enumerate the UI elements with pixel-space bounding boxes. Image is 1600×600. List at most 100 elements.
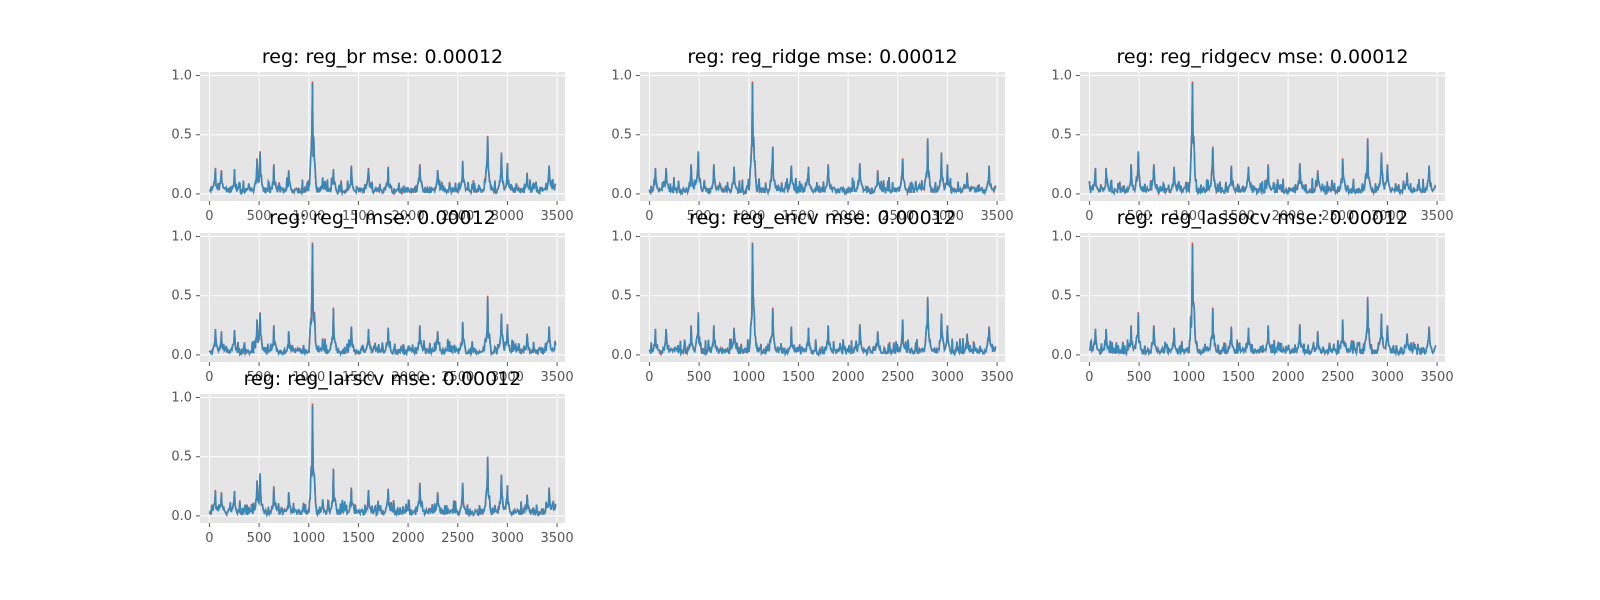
- x-tick-label: 500: [1127, 209, 1152, 224]
- x-tick-label: 3000: [491, 531, 524, 546]
- y-tick-label: 0.0: [171, 509, 192, 524]
- plot-area: [200, 394, 565, 523]
- x-tick-label: 1000: [292, 209, 325, 224]
- y-tick-label: 0.5: [171, 289, 192, 304]
- plot-area: [1080, 72, 1445, 201]
- x-tick-label: 1000: [292, 531, 325, 546]
- x-tick-label: 1500: [342, 209, 375, 224]
- x-tick-label: 0: [205, 370, 213, 385]
- subplot-4: 0.0 0.5 1.0 0 500 1000 1500 2000 2500 3000 3500 reg…: [171, 207, 573, 385]
- x-tick-label: 3000: [491, 370, 524, 385]
- y-tick-label: 0.0: [171, 348, 192, 363]
- x-tick-label: 3500: [981, 370, 1014, 385]
- x-tick-label: 3500: [981, 209, 1014, 224]
- y-tick-label: 0.0: [171, 187, 192, 202]
- x-tick-label: 1000: [1172, 209, 1205, 224]
- x-tick-label: 3000: [931, 209, 964, 224]
- x-tick-label: 500: [247, 370, 272, 385]
- y-tick-label: 1.0: [171, 69, 192, 84]
- x-tick-label: 3500: [1421, 370, 1454, 385]
- x-tick-label: 3500: [541, 531, 574, 546]
- x-tick-label: 500: [247, 531, 272, 546]
- x-tick-label: 2000: [832, 370, 865, 385]
- x-tick-label: 500: [1127, 370, 1152, 385]
- x-tick-label: 1000: [1172, 370, 1205, 385]
- series-line-predicted: [208, 244, 557, 358]
- x-tick-label: 500: [247, 209, 272, 224]
- y-tick-label: 1.0: [611, 69, 632, 84]
- y-tick-label: 0.0: [1051, 187, 1072, 202]
- x-tick-label: 3500: [541, 209, 574, 224]
- x-tick-label: 3000: [931, 370, 964, 385]
- x-tick-label: 1500: [782, 209, 815, 224]
- x-tick-label: 3500: [541, 370, 574, 385]
- subplot-6: 0.0 0.5 1.0 0 500 1000 1500 2000 2500 3000 3500 reg…: [1051, 207, 1453, 385]
- x-tick-label: 0: [205, 209, 213, 224]
- subplot-5: 0.0 0.5 1.0 0 500 1000 1500 2000 2500 3000 3500 reg…: [611, 207, 1013, 385]
- x-tick-label: 1000: [732, 209, 765, 224]
- plot-area: [1080, 233, 1445, 362]
- x-tick-label: 1000: [732, 370, 765, 385]
- x-tick-label: 0: [1085, 209, 1093, 224]
- x-tick-label: 500: [687, 370, 712, 385]
- x-tick-label: 0: [205, 531, 213, 546]
- y-tick-label: 1.0: [611, 230, 632, 245]
- x-tick-label: 2000: [1272, 370, 1305, 385]
- subplot-title: reg: reg_l mse: 0.00012: [269, 207, 496, 229]
- subplot-1: 0.0 0.5 1.0 0 500 1000 1500 2000 2500 3000 3500 reg…: [171, 46, 573, 224]
- x-tick-label: 2500: [441, 531, 474, 546]
- y-tick-label: 0.5: [611, 128, 632, 143]
- y-tick-label: 0.5: [1051, 128, 1072, 143]
- x-tick-label: 2000: [392, 209, 425, 224]
- x-tick-label: 2000: [832, 209, 865, 224]
- x-tick-label: 2000: [392, 531, 425, 546]
- x-tick-label: 3500: [1421, 209, 1454, 224]
- series-line-predicted: [208, 406, 557, 518]
- x-tick-label: 1500: [342, 370, 375, 385]
- y-tick-label: 1.0: [171, 230, 192, 245]
- y-tick-label: 0.5: [1051, 289, 1072, 304]
- series-line-predicted: [648, 83, 997, 197]
- x-tick-label: 2500: [1321, 370, 1354, 385]
- x-tick-label: 2500: [1321, 209, 1354, 224]
- series-line-predicted: [209, 83, 557, 197]
- series-line-predicted: [648, 244, 997, 358]
- subplot-title: reg: reg_ridge mse: 0.00012: [687, 46, 957, 68]
- y-tick-label: 1.0: [1051, 230, 1072, 245]
- x-tick-label: 2500: [881, 209, 914, 224]
- x-tick-label: 2500: [441, 209, 474, 224]
- x-tick-label: 2000: [392, 370, 425, 385]
- x-tick-label: 1500: [782, 370, 815, 385]
- x-tick-label: 1500: [1222, 209, 1255, 224]
- subplot-title: reg: reg_encv mse: 0.00012: [689, 207, 956, 229]
- plot-area: [640, 233, 1005, 362]
- y-tick-label: 0.0: [611, 348, 632, 363]
- x-tick-label: 1500: [1222, 370, 1255, 385]
- subplot-title: reg: reg_ridgecv mse: 0.00012: [1117, 46, 1409, 68]
- subplot-7: 0.0 0.5 1.0 0 500 1000 1500 2000 2500 3000 3500 reg…: [171, 368, 573, 546]
- subplot-title: reg: reg_br mse: 0.00012: [262, 46, 503, 68]
- x-tick-label: 1000: [292, 370, 325, 385]
- x-tick-label: 2500: [881, 370, 914, 385]
- subplot-title: reg: reg_lassocv mse: 0.00012: [1117, 207, 1408, 229]
- subplot-2: 0.0 0.5 1.0 0 500 1000 1500 2000 2500 3000 3500 reg…: [611, 46, 1013, 224]
- x-tick-label: 500: [687, 209, 712, 224]
- subplot-title: reg: reg_larscv mse: 0.00012: [244, 368, 522, 390]
- x-tick-label: 2000: [1272, 209, 1305, 224]
- x-tick-label: 0: [645, 370, 653, 385]
- y-tick-label: 1.0: [171, 391, 192, 406]
- y-tick-label: 0.5: [171, 450, 192, 465]
- x-tick-label: 1500: [342, 531, 375, 546]
- y-tick-label: 0.5: [171, 128, 192, 143]
- y-tick-label: 0.0: [1051, 348, 1072, 363]
- series-line-predicted: [1088, 245, 1437, 357]
- y-tick-label: 0.5: [611, 289, 632, 304]
- x-tick-label: 3000: [1371, 209, 1404, 224]
- x-tick-label: 0: [1085, 370, 1093, 385]
- series-line-predicted: [1088, 83, 1437, 197]
- x-tick-label: 2500: [441, 370, 474, 385]
- x-tick-label: 3000: [491, 209, 524, 224]
- x-tick-label: 0: [645, 209, 653, 224]
- subplot-3: 0.0 0.5 1.0 0 500 1000 1500 2000 2500 3000 3500 reg…: [1051, 46, 1453, 224]
